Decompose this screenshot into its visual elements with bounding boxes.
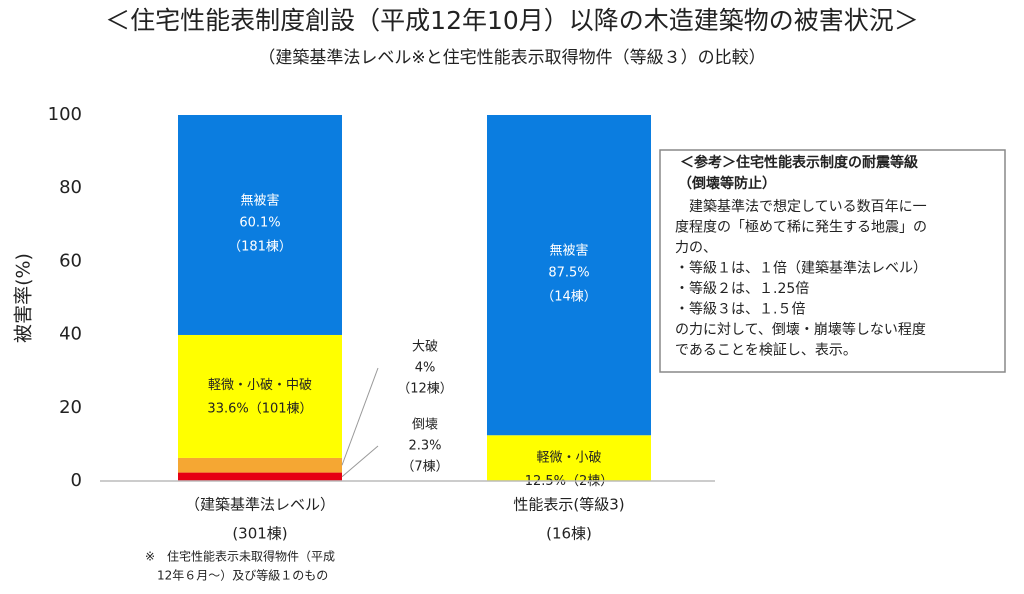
- note-line: ・等級２は、１.25倍: [675, 280, 809, 297]
- data-label: 87.5%: [548, 266, 589, 281]
- x-tick-note: (16棟): [546, 525, 592, 543]
- x-tick-note: (301棟): [232, 525, 287, 543]
- note-box: [659, 149, 1006, 373]
- note-line: 度程度の「極めて稀に発生する地震」の: [675, 220, 927, 236]
- segment-name: 倒壊: [412, 418, 438, 433]
- x-tick-label: （建築基準法レベル）: [185, 496, 335, 514]
- footnote: 12年６月～）及び等級１のもの: [157, 569, 328, 583]
- y-tick-label: 60: [59, 250, 82, 271]
- note-line: であることを検証し、表示。: [675, 343, 857, 359]
- data-label: 33.6%: [207, 401, 248, 416]
- data-label: 60.1%: [239, 215, 280, 230]
- note-line: ・等級３は、１.５倍: [675, 301, 805, 318]
- leader-line: [341, 445, 379, 478]
- note-line: の力に対して、倒壊・崩壊等しない程度: [675, 321, 926, 338]
- note-title: （倒壊等防止）: [678, 175, 776, 192]
- data-label-line: 33.6%（101棟）: [207, 401, 312, 416]
- x-tick-label: 性能表示(等級3): [513, 496, 624, 514]
- segment-name: 軽微・小破: [536, 451, 601, 466]
- segment-count: （14棟）: [541, 290, 597, 305]
- note-title: ＜参考＞住宅性能表示制度の耐震等級: [680, 154, 918, 171]
- segment-name: 無被害: [240, 192, 279, 208]
- note-line: ・等級１は、１倍（建築基準法レベル）: [675, 260, 927, 277]
- segment-name: 無被害: [549, 243, 588, 259]
- bar-segment: [487, 435, 651, 481]
- note-line: 力の、: [675, 240, 717, 256]
- bar-segment: [178, 334, 342, 458]
- bar-segment: [178, 472, 342, 481]
- y-tick-label: 80: [59, 177, 82, 198]
- y-tick-label: 0: [71, 470, 82, 491]
- bar-segment: [487, 115, 651, 436]
- bar-segment: [178, 457, 342, 473]
- segment-count: （181棟）: [228, 239, 292, 254]
- data-label: 4%: [415, 361, 436, 376]
- note-line: 建築基準法で想定している数百年に一: [675, 198, 927, 215]
- bar-segment: [178, 115, 342, 335]
- y-tick-label: 100: [48, 104, 82, 125]
- y-tick-label: 20: [59, 397, 82, 418]
- y-axis-label: 被害率(%): [13, 253, 35, 343]
- y-tick-label: 40: [59, 324, 82, 345]
- leader-line: [341, 367, 379, 466]
- data-label: 2.3%: [408, 439, 441, 454]
- segment-count: （12棟）: [397, 382, 453, 397]
- segment-name: 軽微・小破・中破: [208, 378, 312, 393]
- footnote: ※ 住宅性能表示未取得物件（平成: [145, 549, 335, 564]
- chart-title: ＜住宅性能表制度創設（平成12年10月）以降の木造建築物の被害状況＞: [105, 6, 919, 35]
- segment-count: （7棟）: [401, 460, 448, 475]
- segment-count: （101棟）: [249, 401, 313, 416]
- segment-name: 大破: [412, 340, 438, 355]
- chart-subtitle: （建築基準法レベル※と住宅性能表示取得物件（等級３）の比較）: [258, 48, 765, 68]
